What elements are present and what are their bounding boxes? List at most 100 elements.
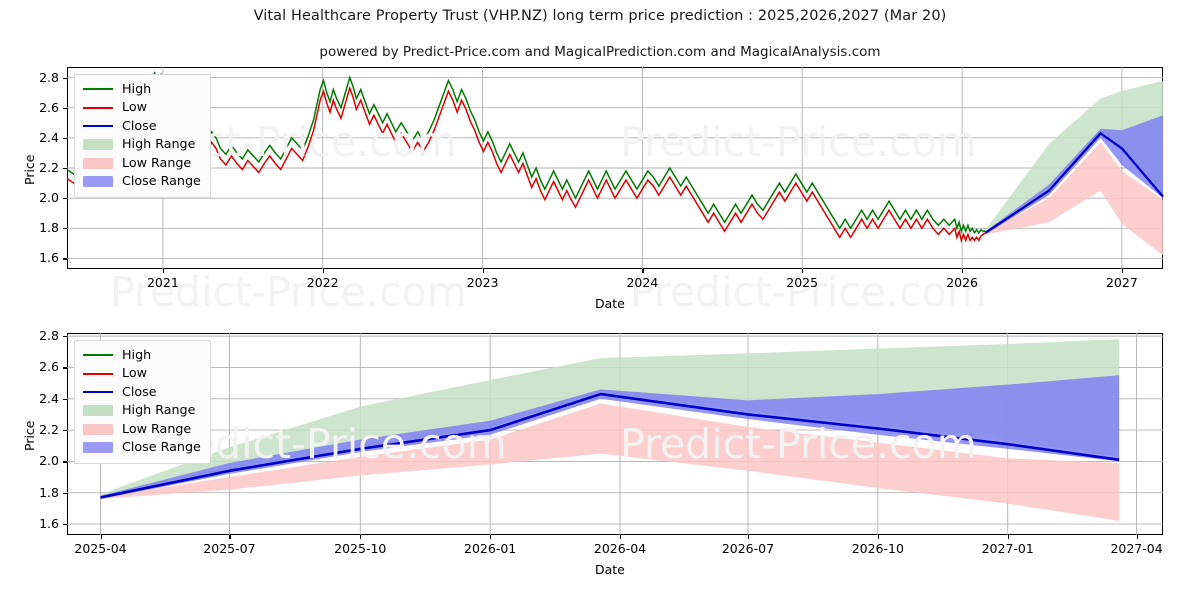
legend-item-label: Close xyxy=(122,117,157,133)
bottom-plot-canvas xyxy=(67,333,1163,535)
y-axis-tick-mark xyxy=(63,168,67,170)
legend-item-label: Close Range xyxy=(122,173,201,189)
legend-item-high[interactable]: High xyxy=(83,80,201,99)
x-axis-tick-label: 2025-10 xyxy=(334,541,387,556)
legend-item-high[interactable]: High xyxy=(83,346,201,365)
legend-item-label: Low xyxy=(122,99,147,115)
legend-item-label: Close xyxy=(122,383,157,399)
y-axis-tick-label: 1.8 xyxy=(39,220,59,236)
close-range-band xyxy=(100,375,1120,499)
y-axis-tick-mark xyxy=(63,367,67,369)
y-axis-tick-mark xyxy=(63,461,67,463)
y-axis-tick-mark xyxy=(63,228,67,230)
x-axis-tick-label: 2026-10 xyxy=(851,541,904,556)
y-axis-tick-label: 1.8 xyxy=(39,484,59,500)
y-axis-tick-mark xyxy=(63,107,67,109)
y-axis-tick-label: 1.6 xyxy=(39,250,59,266)
legend-item-high-range[interactable]: High Range xyxy=(83,136,201,155)
x-axis-tick-mark xyxy=(1136,535,1138,539)
x-axis-tick-label: 2026 xyxy=(946,275,978,290)
x-axis-tick-mark xyxy=(229,535,231,539)
x-axis-title: Date xyxy=(595,562,625,577)
y-axis-tick-label: 2.0 xyxy=(39,190,59,206)
x-axis-tick-mark xyxy=(482,269,484,273)
x-axis-tick-mark xyxy=(162,269,165,273)
x-axis-tick-label: 2025 xyxy=(786,275,819,290)
x-axis-tick-label: 2024 xyxy=(626,275,659,290)
legend-item-label: Low Range xyxy=(122,154,192,170)
x-axis-title: Date xyxy=(595,296,625,311)
legend-item-low[interactable]: Low xyxy=(83,99,201,118)
legend-item-label: High xyxy=(122,80,152,96)
legend-line-swatch xyxy=(83,125,113,128)
x-axis-tick-label: 2026-04 xyxy=(593,541,647,556)
y-axis-tick-mark xyxy=(63,258,67,260)
legend-line-swatch xyxy=(83,106,113,109)
y-axis-tick-label: 2.8 xyxy=(39,69,59,85)
legend-patch-swatch xyxy=(83,139,113,151)
y-axis-tick-label: 2.6 xyxy=(39,99,59,115)
x-axis-tick-mark xyxy=(1121,269,1124,273)
high-range-band xyxy=(985,80,1163,233)
x-axis-tick-label: 2023 xyxy=(466,275,499,290)
legend-patch-swatch xyxy=(83,405,113,417)
y-axis-tick-label: 2.6 xyxy=(39,359,59,375)
page-title: Vital Healthcare Property Trust (VHP.NZ)… xyxy=(253,8,947,24)
bottom-chart-panel xyxy=(67,333,1163,535)
y-axis-tick-mark xyxy=(63,430,67,432)
x-axis-tick-mark xyxy=(490,535,492,539)
x-axis-tick-mark xyxy=(1007,535,1009,539)
low-range-band xyxy=(100,403,1120,521)
x-axis-tick-label: 2026-07 xyxy=(721,541,775,556)
y-axis-tick-mark xyxy=(63,524,67,526)
close-forecast-line xyxy=(984,131,1164,234)
legend-item-close-range[interactable]: Close Range xyxy=(83,439,201,458)
bottom-series-group xyxy=(100,339,1120,521)
legend-item-low-range[interactable]: Low Range xyxy=(83,420,201,439)
y-axis-tick-mark xyxy=(63,492,67,494)
y-axis-tick-mark xyxy=(63,198,67,200)
legend-patch-swatch xyxy=(83,176,113,188)
legend-item-low[interactable]: Low xyxy=(83,365,201,384)
legend-item-close-range[interactable]: Close Range xyxy=(83,173,201,192)
legend-item-high-range[interactable]: High Range xyxy=(83,402,201,421)
legend-item-close[interactable]: Close xyxy=(83,117,201,136)
x-axis-tick-mark xyxy=(877,535,879,539)
y-axis-title: Price xyxy=(22,154,37,186)
y-axis-tick-label: 1.6 xyxy=(39,516,59,532)
page-subtitle: powered by Predict-Price.com and Magical… xyxy=(319,44,881,60)
y-axis-tick-mark xyxy=(63,398,67,400)
legend-line-swatch xyxy=(83,372,113,375)
x-axis-tick-mark xyxy=(620,535,622,539)
y-axis-tick-label: 2.2 xyxy=(39,160,59,175)
x-axis-tick-mark xyxy=(360,535,362,539)
y-axis-tick-mark xyxy=(63,77,67,79)
top-legend[interactable]: High Low Close High Range Low Range Close Ran… xyxy=(74,74,211,198)
close-forecast-line xyxy=(100,392,1120,499)
bottom-legend[interactable]: High Low Close High Range Low Range Close Ran… xyxy=(74,340,211,464)
legend-item-low-range[interactable]: Low Range xyxy=(83,154,201,173)
y-axis-tick-label: 2.4 xyxy=(39,129,59,145)
legend-item-label: High Range xyxy=(122,136,196,152)
x-axis-tick-label: 2022 xyxy=(306,275,339,290)
legend-patch-swatch xyxy=(83,423,113,435)
y-axis-tick-label: 2.2 xyxy=(39,422,59,438)
top-plot-canvas xyxy=(66,67,1164,269)
y-axis-tick-mark xyxy=(63,137,67,140)
x-axis-tick-label: 2027-04 xyxy=(1110,541,1163,556)
legend-line-swatch xyxy=(83,88,113,91)
x-axis-tick-mark xyxy=(322,269,324,273)
top-chart-panel xyxy=(66,67,1164,269)
x-axis-tick-mark xyxy=(962,269,964,273)
x-axis-tick-label: 2025-04 xyxy=(74,541,127,556)
x-axis-tick-mark xyxy=(642,269,644,273)
x-axis-tick-mark xyxy=(802,269,804,273)
x-axis-tick-mark xyxy=(747,535,750,539)
low-range-band xyxy=(985,142,1163,256)
legend-item-close[interactable]: Close xyxy=(83,383,201,402)
x-axis-tick-label: 2027-01 xyxy=(981,541,1034,556)
legend-line-swatch xyxy=(83,391,113,394)
y-axis-tick-label: 2.8 xyxy=(39,328,59,344)
legend-item-label: High xyxy=(122,346,152,362)
